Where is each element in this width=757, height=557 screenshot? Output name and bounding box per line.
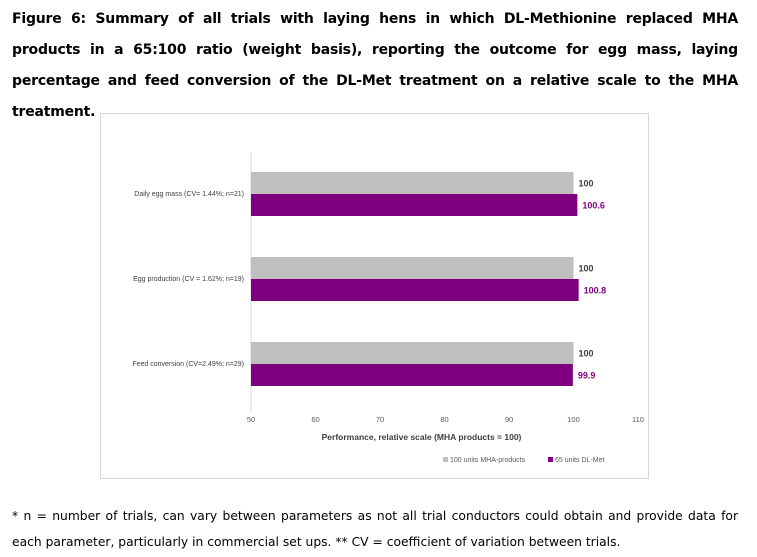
category-label: Daily egg mass (CV= 1.44%; n=21) <box>134 191 244 198</box>
bar-dl-met <box>251 194 578 216</box>
legend-label: 100 units MHA-products <box>450 457 526 464</box>
legend-swatch <box>548 457 553 462</box>
bar-dl-met <box>251 279 579 301</box>
footnote: * n = number of trials, can vary between… <box>12 509 738 549</box>
x-tick-label: 100 <box>567 415 580 424</box>
x-tick-label: 50 <box>247 415 255 424</box>
x-tick-label: 110 <box>632 415 644 424</box>
x-axis-title: Performance, relative scale (MHA product… <box>322 432 522 442</box>
bar-mha <box>251 257 574 279</box>
x-tick-label: 80 <box>440 415 448 424</box>
category-label: Feed conversion (CV=2.49%; n=29) <box>132 361 244 368</box>
data-label: 100.6 <box>582 201 605 211</box>
x-tick-label: 70 <box>376 415 384 424</box>
legend-swatch <box>443 457 448 462</box>
category-label: Egg production (CV = 1.62%; n=19) <box>133 276 244 283</box>
data-label: 100 <box>579 179 594 189</box>
data-label: 99.9 <box>578 371 596 381</box>
figure-title: Figure 6: Summary of all trials with lay… <box>12 11 738 120</box>
bar-chart: Daily egg mass (CV= 1.44%; n=21) 100 100.6… <box>132 152 644 464</box>
bar-mha <box>251 172 574 194</box>
data-label: 100 <box>579 264 594 274</box>
data-label: 100.8 <box>584 286 607 296</box>
legend-label: 65 units DL-Met <box>555 457 604 464</box>
data-label: 100 <box>579 349 594 359</box>
bar-dl-met <box>251 364 573 386</box>
bar-mha <box>251 342 574 364</box>
x-tick-label: 60 <box>311 415 319 424</box>
x-tick-label: 90 <box>505 415 513 424</box>
chart-container: Daily egg mass (CV= 1.44%; n=21) 100 100.6… <box>100 113 649 479</box>
